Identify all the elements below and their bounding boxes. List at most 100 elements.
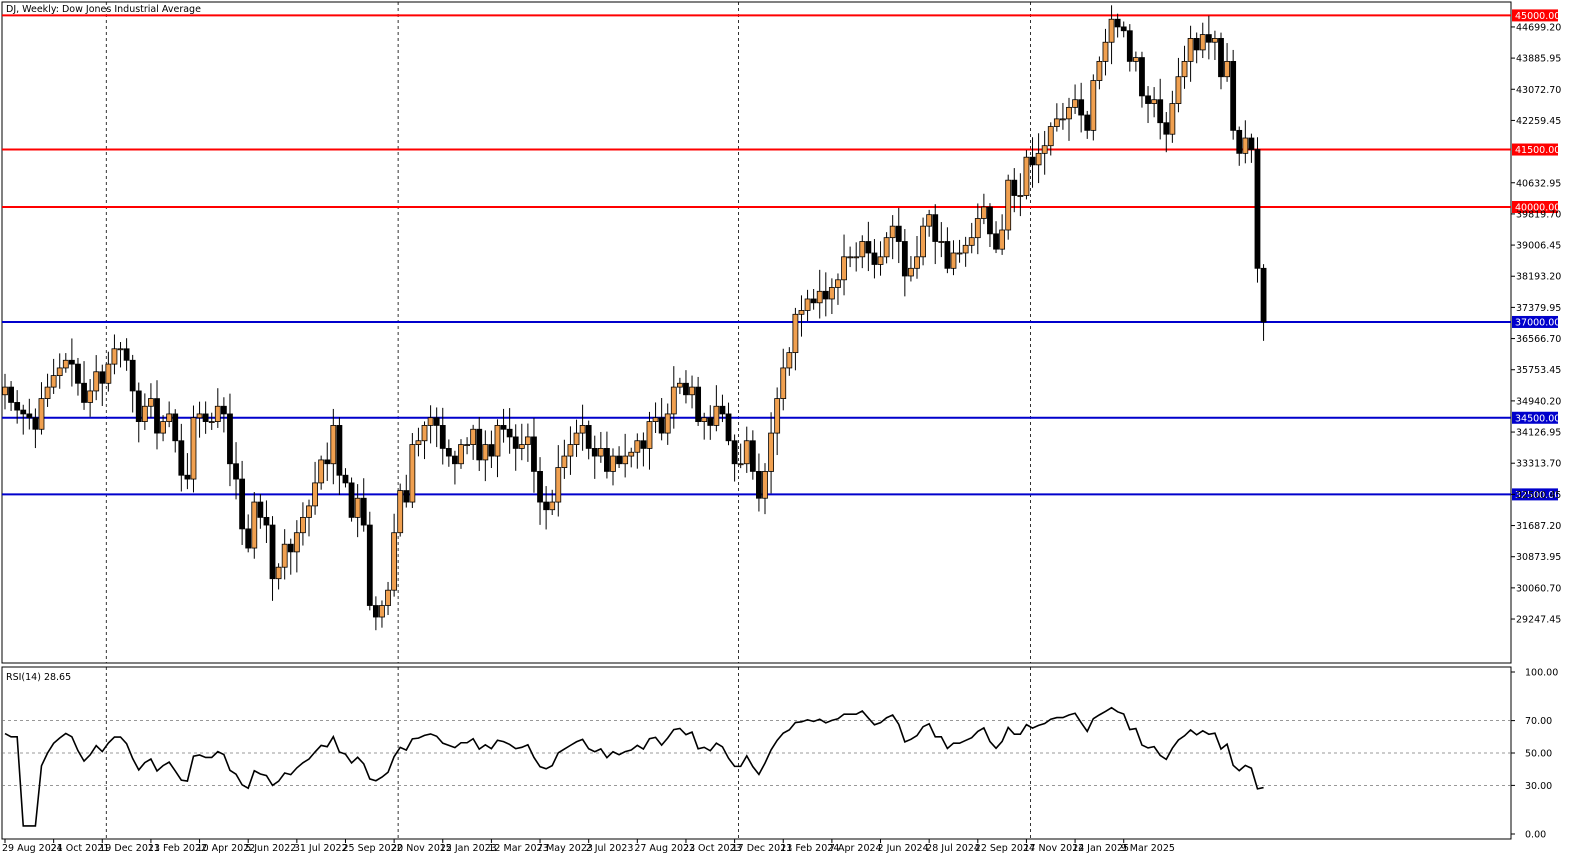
candle-bullish [762, 471, 768, 499]
candle-bullish [105, 363, 112, 384]
candle-bearish [1205, 34, 1212, 43]
candle-bullish [50, 375, 57, 388]
candle-bullish [780, 367, 787, 399]
candle-bullish [214, 405, 221, 422]
y-tick-label: 33313.70 [1516, 459, 1561, 470]
candle-bearish [202, 413, 209, 422]
x-tick-label: 7 Apr 2024 [829, 843, 882, 854]
candle-bullish [1175, 76, 1182, 104]
chart-title: DJ, Weekly: Dow Jones Industrial Average [6, 4, 201, 15]
candle-bullish [555, 467, 562, 503]
candle-bearish [1011, 179, 1018, 196]
candle-bullish [920, 225, 926, 258]
candle-bullish [914, 256, 920, 269]
candle-bearish [488, 444, 495, 457]
candle-bullish [379, 605, 385, 618]
candle-bullish [208, 421, 215, 423]
candle-bearish [1145, 95, 1151, 104]
x-tick-label: 15 Jan 2023 [440, 843, 497, 854]
candle-bearish [1084, 114, 1091, 131]
candle-bearish [476, 428, 483, 461]
candle-bearish [135, 390, 142, 422]
candle-bullish [1187, 38, 1194, 62]
candle-bearish [1260, 267, 1267, 323]
candle-bearish [372, 605, 379, 618]
candle-bullish [1053, 118, 1060, 127]
candle-bearish [433, 417, 440, 426]
resistance-level-label: 45000.00 [1515, 11, 1560, 22]
candle-bullish [1199, 34, 1206, 51]
candle-bearish [178, 440, 185, 476]
rsi-line [4, 706, 1264, 827]
candle-bullish [980, 206, 987, 219]
candle-bearish [452, 455, 458, 465]
candle-bearish [324, 459, 331, 465]
candle-bullish [877, 256, 884, 265]
rsi-title: RSI(14) 28.65 [6, 672, 71, 683]
y-tick-label: 34940.20 [1516, 396, 1561, 407]
candle-bearish [239, 478, 246, 530]
candle-bearish [1193, 38, 1200, 51]
candle-bearish [1163, 122, 1170, 135]
candle-bearish [616, 455, 622, 465]
resistance-level-tag [1512, 143, 1558, 156]
x-tick-label: 22 Sep 2024 [975, 843, 1035, 854]
candle-bullish [1035, 152, 1042, 166]
candle-bullish [2, 386, 8, 396]
x-tick-label: 27 Aug 2023 [634, 843, 695, 854]
candle-bullish [464, 444, 470, 446]
candle-bullish [689, 386, 695, 396]
candle-bullish [701, 417, 708, 422]
x-tick-label: 17 Nov 2024 [1023, 843, 1084, 854]
candle-bearish [987, 206, 993, 235]
candle-bullish [148, 398, 154, 407]
candle-bearish [1139, 57, 1145, 97]
candle-bearish [822, 290, 829, 300]
candle-bullish [56, 367, 63, 377]
rsi-tick-label: 30.00 [1525, 781, 1552, 792]
candle-bullish [1169, 103, 1176, 135]
candle-bearish [99, 371, 106, 384]
candle-bullish [38, 398, 45, 430]
x-tick-label: 29 Aug 2021 [2, 843, 63, 854]
candle-bearish [756, 471, 762, 499]
candle-bullish [160, 421, 166, 434]
candle-bullish [518, 444, 525, 449]
resistance-level-tag [1512, 9, 1558, 22]
candle-bullish [610, 455, 616, 472]
candle-bullish [549, 501, 556, 511]
candle-bearish [287, 543, 294, 553]
candle-bullish [458, 444, 464, 465]
candle-bullish [1102, 41, 1109, 62]
candle-bearish [944, 241, 951, 269]
candle-bullish [166, 413, 173, 422]
candle-bullish [385, 589, 391, 606]
rsi-tick-label: 50.00 [1525, 749, 1552, 760]
candle-bearish [865, 241, 872, 254]
x-tick-label: 11 Feb 2024 [780, 843, 839, 854]
candle-bearish [695, 386, 702, 422]
candle-bullish [1181, 60, 1188, 78]
rsi-tick-label: 70.00 [1525, 716, 1552, 727]
y-tick-label: 29247.45 [1516, 615, 1561, 626]
candle-bearish [895, 225, 902, 242]
candle-bearish [512, 436, 519, 449]
candle-bearish [14, 402, 21, 411]
candle-bearish [506, 428, 513, 438]
candle-bullish [1005, 179, 1012, 231]
candle-bearish [8, 386, 14, 403]
candle-bullish [1108, 18, 1115, 43]
x-tick-label: 13 Feb 2022 [148, 843, 207, 854]
y-tick-label: 38193.20 [1516, 272, 1561, 283]
candle-bearish [731, 440, 738, 465]
y-tick-label: 39006.45 [1516, 241, 1561, 252]
x-tick-label: 7 May 2023 [537, 843, 593, 854]
candle-bullish [397, 490, 404, 534]
candle-bullish [190, 417, 197, 480]
candle-bullish [1023, 156, 1030, 196]
candle-bullish [579, 425, 586, 434]
x-tick-label: 12 Jan 2025 [1072, 843, 1129, 854]
candle-bearish [263, 516, 270, 526]
candle-bullish [798, 310, 805, 315]
